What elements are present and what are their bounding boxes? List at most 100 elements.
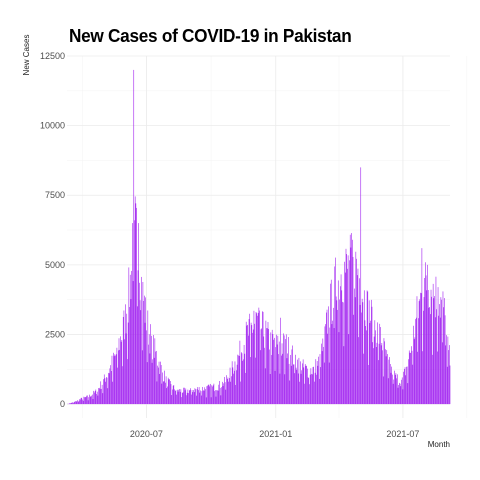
bar bbox=[291, 349, 293, 405]
bar bbox=[122, 366, 123, 405]
bar bbox=[262, 311, 263, 405]
bar bbox=[94, 392, 95, 405]
bar bbox=[259, 310, 260, 405]
bar bbox=[138, 223, 139, 405]
bar bbox=[318, 356, 319, 405]
bar bbox=[162, 372, 163, 405]
bar bbox=[184, 387, 185, 405]
bar bbox=[444, 315, 446, 405]
bar bbox=[285, 334, 287, 405]
bar bbox=[154, 338, 156, 405]
bar bbox=[354, 288, 355, 405]
bar bbox=[202, 386, 203, 405]
y-tick-label: 10000 bbox=[40, 121, 65, 131]
bar bbox=[399, 383, 401, 405]
bar bbox=[403, 371, 404, 405]
bar bbox=[225, 389, 227, 405]
bar bbox=[311, 373, 312, 405]
bar bbox=[440, 297, 442, 405]
bar bbox=[337, 309, 338, 405]
bar bbox=[264, 368, 266, 405]
bar bbox=[424, 277, 425, 405]
bar bbox=[331, 324, 333, 405]
bar bbox=[385, 349, 386, 405]
bar bbox=[304, 383, 305, 405]
bar bbox=[113, 356, 115, 405]
bar bbox=[379, 323, 381, 405]
bar bbox=[406, 366, 407, 405]
bar bbox=[75, 401, 76, 405]
bar bbox=[432, 354, 433, 405]
bar bbox=[441, 299, 442, 405]
bar bbox=[177, 389, 178, 405]
bar bbox=[443, 307, 444, 405]
bar bbox=[100, 381, 102, 405]
bar bbox=[317, 365, 319, 405]
bar bbox=[332, 320, 333, 405]
bar bbox=[214, 390, 216, 405]
bar bbox=[348, 334, 350, 405]
bar bbox=[402, 389, 404, 405]
bar bbox=[175, 390, 177, 405]
bar bbox=[354, 297, 356, 405]
bar bbox=[333, 328, 335, 405]
bar bbox=[359, 278, 360, 405]
bar bbox=[404, 368, 405, 405]
bar bbox=[269, 374, 271, 405]
bar bbox=[333, 307, 334, 405]
bar bbox=[380, 345, 382, 405]
bar bbox=[385, 356, 387, 405]
bar bbox=[189, 389, 191, 405]
bar bbox=[136, 207, 137, 405]
bar bbox=[195, 389, 196, 405]
bar bbox=[144, 322, 146, 405]
bar bbox=[115, 354, 117, 405]
bar bbox=[179, 389, 180, 405]
bar bbox=[415, 317, 417, 405]
bar bbox=[383, 338, 385, 405]
bar bbox=[393, 379, 395, 405]
bar bbox=[86, 395, 87, 405]
bar bbox=[352, 239, 353, 405]
bar bbox=[302, 363, 303, 405]
bar bbox=[167, 377, 169, 405]
x-tick-label: 2021-01 bbox=[259, 429, 292, 439]
bar bbox=[260, 329, 262, 405]
bar bbox=[181, 392, 183, 405]
bar bbox=[106, 377, 107, 405]
bar bbox=[99, 387, 100, 405]
bar bbox=[250, 357, 251, 405]
bar bbox=[318, 378, 320, 405]
bar bbox=[111, 355, 113, 405]
bar bbox=[382, 350, 383, 405]
bar bbox=[271, 355, 272, 405]
bar bbox=[328, 306, 329, 405]
bar bbox=[207, 384, 209, 405]
bar bbox=[290, 365, 292, 405]
bar bbox=[346, 254, 347, 405]
bar bbox=[395, 373, 397, 405]
bar bbox=[422, 351, 423, 405]
bar bbox=[396, 378, 397, 405]
bar bbox=[197, 387, 199, 405]
bar bbox=[288, 363, 290, 405]
bar bbox=[257, 312, 259, 405]
bar bbox=[71, 402, 73, 405]
bar bbox=[167, 386, 168, 405]
bar bbox=[200, 390, 201, 405]
bar bbox=[289, 380, 291, 405]
bar bbox=[398, 384, 399, 405]
bar bbox=[193, 390, 194, 405]
bar bbox=[239, 340, 241, 405]
bar bbox=[99, 389, 101, 405]
bar bbox=[224, 376, 225, 405]
bar bbox=[312, 367, 314, 405]
bar bbox=[429, 307, 430, 405]
y-tick-label: 7500 bbox=[45, 190, 65, 200]
x-axis-label: Month bbox=[427, 440, 450, 449]
bar bbox=[101, 384, 103, 405]
bar bbox=[161, 383, 163, 405]
bar bbox=[191, 390, 193, 405]
bar bbox=[244, 353, 246, 405]
bar bbox=[148, 334, 150, 405]
